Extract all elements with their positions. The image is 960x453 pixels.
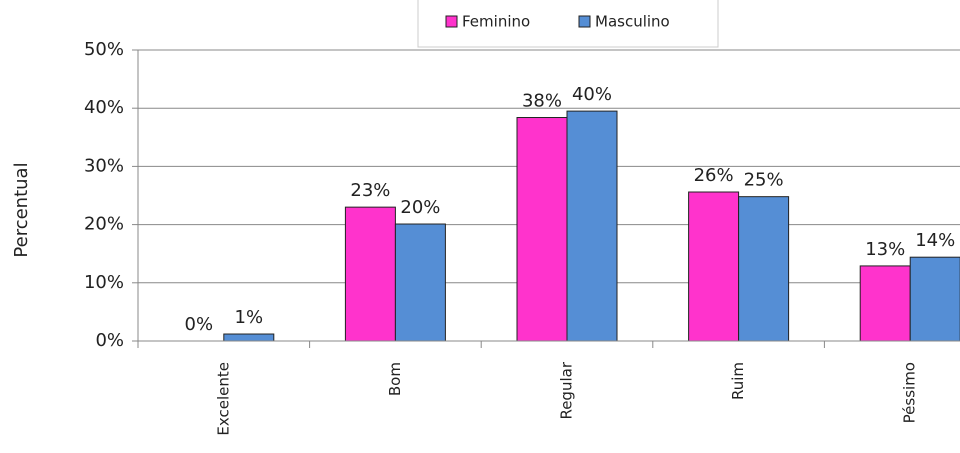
data-label: 38% bbox=[522, 91, 562, 112]
x-tick-label: Bom bbox=[386, 362, 404, 396]
x-tick-label: Péssimo bbox=[901, 362, 919, 423]
y-tick-label: 50% bbox=[84, 39, 124, 60]
bar bbox=[688, 191, 740, 342]
data-label: 23% bbox=[350, 180, 390, 201]
data-label: 26% bbox=[694, 165, 734, 186]
bar bbox=[566, 110, 618, 342]
bar bbox=[223, 333, 275, 342]
x-tick-label: Regular bbox=[558, 361, 576, 419]
bar bbox=[344, 206, 396, 342]
data-label: 0% bbox=[185, 314, 214, 335]
y-tick-label: 20% bbox=[84, 214, 124, 235]
data-label: 40% bbox=[572, 84, 612, 105]
legend-swatch bbox=[445, 15, 458, 28]
legend-box bbox=[417, 0, 719, 48]
bar bbox=[859, 265, 911, 342]
y-tick-label: 10% bbox=[84, 272, 124, 293]
x-tick-label: Excelente bbox=[214, 362, 232, 436]
data-label: 20% bbox=[400, 197, 440, 218]
y-tick-label: 0% bbox=[95, 330, 124, 351]
y-tick-label: 40% bbox=[84, 97, 124, 118]
bar bbox=[516, 117, 568, 342]
legend-swatch bbox=[578, 15, 591, 28]
data-label: 13% bbox=[865, 239, 905, 260]
bar bbox=[394, 223, 446, 342]
y-tick-label: 30% bbox=[84, 155, 124, 176]
data-label: 14% bbox=[915, 230, 955, 251]
data-label: 1% bbox=[235, 307, 264, 328]
data-label: 25% bbox=[744, 170, 784, 191]
bar bbox=[738, 196, 790, 342]
legend-label: Feminino bbox=[462, 13, 530, 31]
bar bbox=[909, 256, 960, 342]
legend-label: Masculino bbox=[595, 13, 670, 31]
y-axis-label: Percentual bbox=[11, 162, 32, 257]
x-tick-label: Ruim bbox=[729, 362, 747, 400]
